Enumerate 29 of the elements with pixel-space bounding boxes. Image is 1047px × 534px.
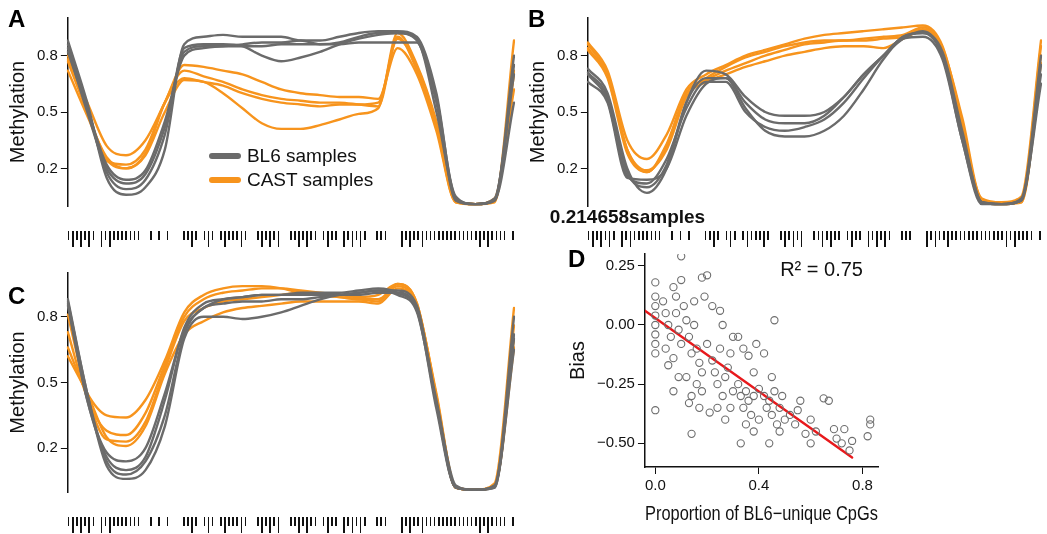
y-tick-label: 0.8 <box>36 45 58 63</box>
y-tick-label: −0.25 <box>596 374 635 392</box>
annotation: 0.214658samples <box>549 205 706 227</box>
y-tick-label: 0.2 <box>36 158 58 176</box>
y-tick-label: 0.2 <box>36 438 58 456</box>
x-tick-label: 0.4 <box>748 476 770 494</box>
x-tick-label: 0.8 <box>852 476 873 494</box>
y-tick-label: 0.5 <box>36 372 58 390</box>
y-tick-label: −0.50 <box>596 433 635 451</box>
x-tick-label: 0.0 <box>644 476 666 494</box>
annotation: R² = 0.75 <box>780 257 863 280</box>
chart-title: B <box>528 4 546 32</box>
y-tick-label: 0.00 <box>605 315 635 333</box>
y-axis-title: Bias <box>565 341 588 380</box>
chart-title: D <box>568 244 586 272</box>
chart-title: C <box>8 281 26 309</box>
y-axis-title: Methylation <box>525 60 548 164</box>
y-axis-title: Methylation <box>5 331 28 434</box>
legend-label: CAST samples <box>246 168 374 192</box>
y-axis-title: Methylation <box>5 60 28 164</box>
y-tick-label: 0.5 <box>556 102 578 120</box>
y-tick-label: 0.8 <box>36 306 58 324</box>
y-tick-label: 0.8 <box>556 45 578 63</box>
chart-title: A <box>8 4 26 32</box>
y-tick-label: 0.2 <box>556 158 578 176</box>
legend-label: BL6 samples <box>246 144 357 168</box>
y-tick-label: 0.25 <box>605 255 635 273</box>
x-axis-title: Proportion of BL6−unique CpGs <box>645 500 878 524</box>
y-tick-label: 0.5 <box>36 102 58 120</box>
